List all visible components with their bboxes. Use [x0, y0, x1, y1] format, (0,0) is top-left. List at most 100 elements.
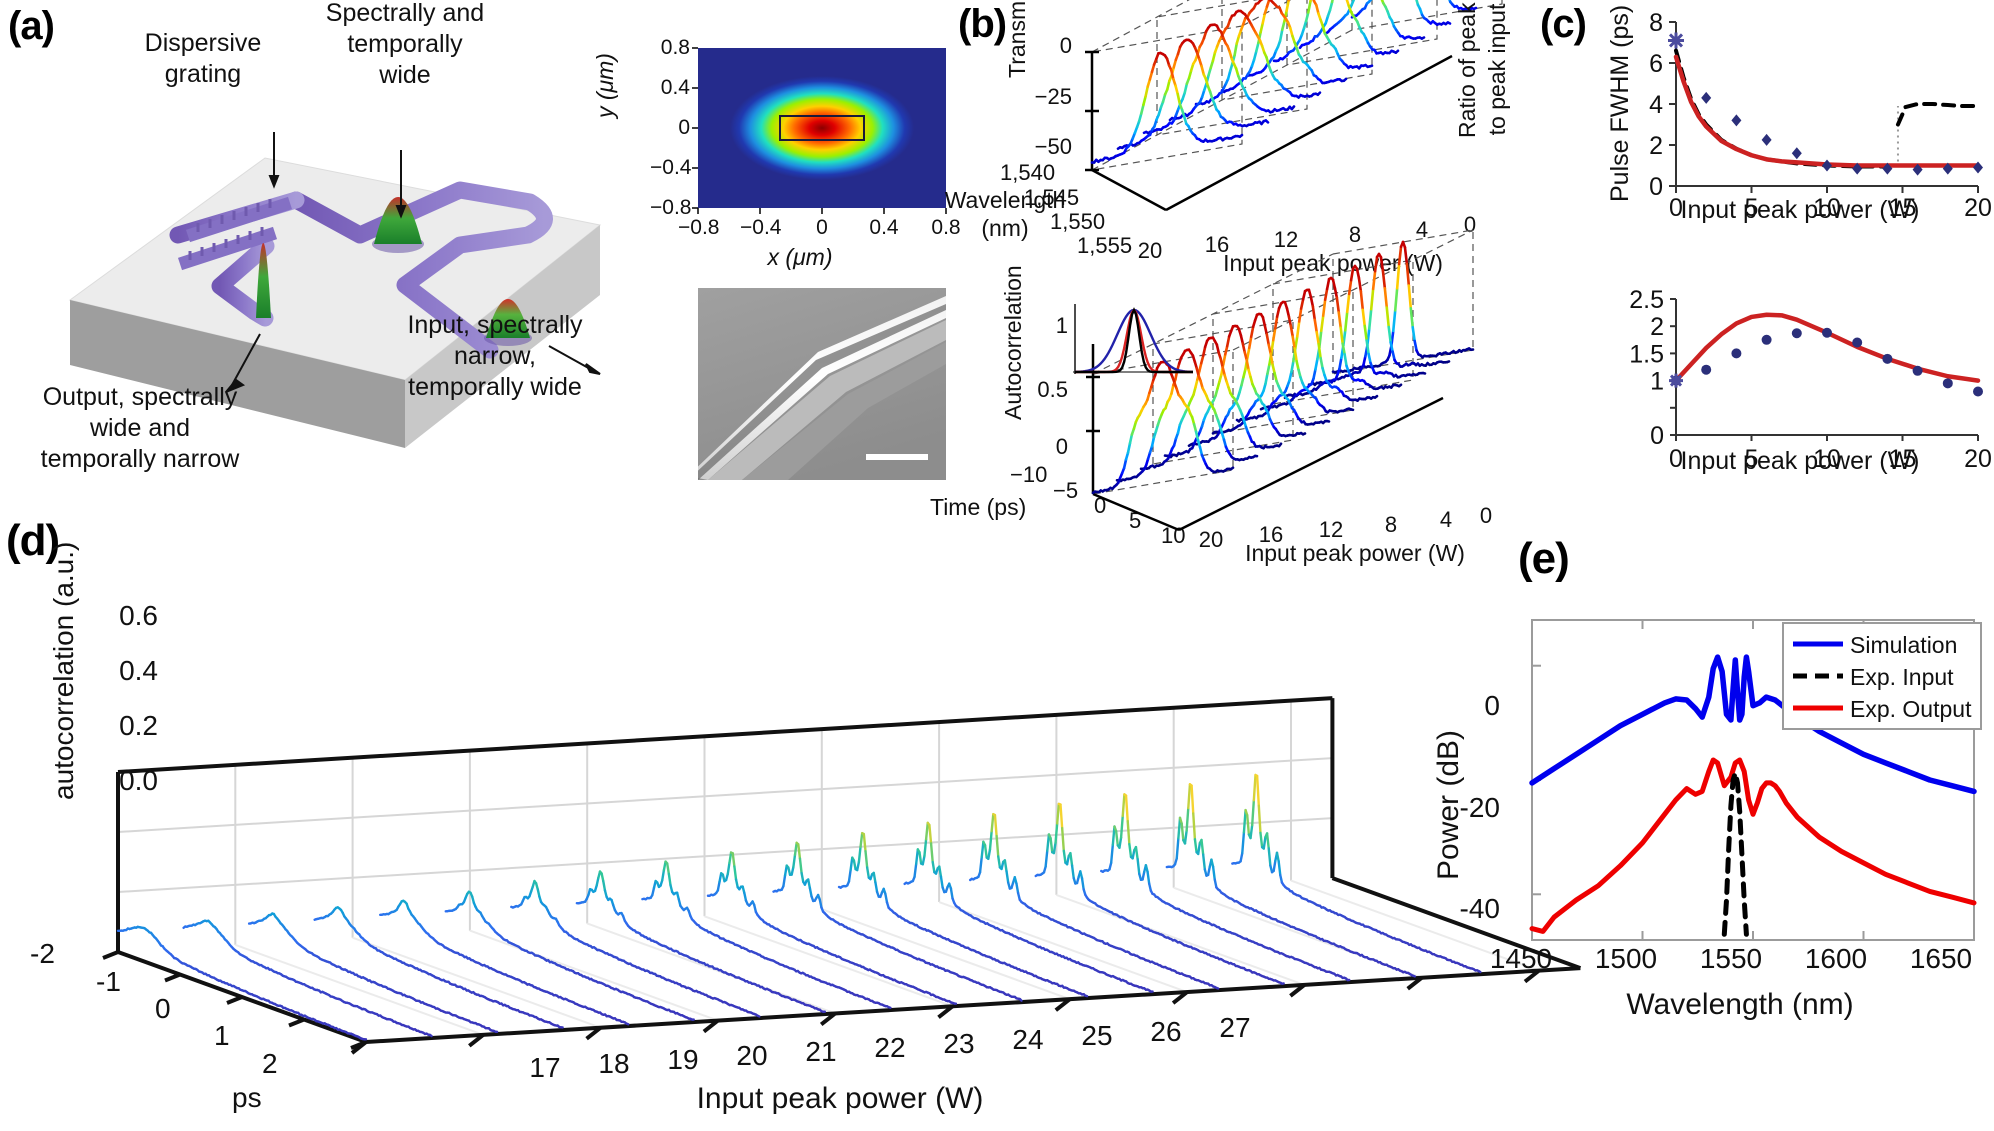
panel-b-bot-ylabel: Time (ps) — [930, 494, 1027, 520]
mode-profile-svg — [692, 47, 947, 214]
panel-d-xtick-10: 27 — [1219, 1012, 1251, 1043]
panel-b-bot-ytick-0: −10 — [1010, 462, 1048, 487]
legend-line-simulation — [1793, 641, 1843, 647]
panel-e-ytick-0: 0 — [1484, 690, 1500, 721]
panel-c-letter: (c) — [1540, 2, 1587, 46]
mode-profile-chart — [660, 40, 960, 270]
panel-d-ytick-3: 1 — [214, 1020, 230, 1051]
pulse-peak-output — [256, 243, 271, 318]
grating-teeth — [188, 199, 272, 260]
panel-b-top-ztick-0: 0 — [1059, 33, 1072, 58]
legend-line-exp-output — [1793, 705, 1843, 711]
panel-b-bot-xtick-2: 12 — [1318, 517, 1344, 542]
mode-ylabel: y (μm) — [592, 53, 618, 118]
svg-text:10: 10 — [1813, 194, 1841, 222]
panel-b-bot-xtick-4: 4 — [1439, 507, 1453, 532]
legend-label-exp-input: Exp. Input — [1850, 664, 1954, 690]
panel-d-xtick-7: 24 — [1012, 1024, 1044, 1055]
mode-xtick-4: 0.8 — [931, 216, 961, 239]
legend-item-simulation: Simulation — [1784, 628, 1980, 660]
panel-d-plot — [60, 580, 1582, 1060]
svg-text:4: 4 — [1649, 91, 1663, 119]
panel-d-xtick-3: 20 — [736, 1040, 768, 1071]
panel-b-bottom-plot — [1065, 229, 1505, 532]
mode-xtick-3: 0.4 — [869, 216, 899, 239]
svg-text:20: 20 — [1964, 445, 1992, 473]
svg-text:2: 2 — [1649, 132, 1663, 160]
panel-c-bot-ylabel-line2: to peak input power — [1484, 0, 1510, 136]
output-label-line2: wide and — [89, 414, 191, 442]
legend-item-exp-input: Exp. Input — [1784, 660, 1980, 692]
panel-b-top-ytick-0: 1,540 — [1000, 160, 1056, 185]
panel-d-letter: (d) — [6, 516, 60, 565]
panel-c-bot-ylabel-wrap: Ratio of peak output to peak input power — [1452, 0, 1512, 200]
svg-text:0: 0 — [1669, 445, 1683, 473]
panel-b-top-ylabel-line1: Wavelength — [944, 187, 1066, 213]
panel-d-ztick-2: 0.2 — [119, 710, 158, 741]
scale-bar — [866, 454, 928, 460]
panel-d-ytick-4: 2 — [262, 1048, 278, 1079]
svg-text:5: 5 — [1745, 445, 1759, 473]
svg-text:2.5: 2.5 — [1629, 286, 1664, 314]
panel-b-bot-xtick-1: 16 — [1258, 522, 1284, 547]
svg-text:10: 10 — [1813, 445, 1841, 473]
panel-e-xtick-3: 1600 — [1804, 943, 1868, 974]
panel-b-top-plot — [1070, 0, 1503, 235]
waveguide-schematic-svg — [68, 132, 602, 448]
panel-d-ztick-3: 0.0 — [119, 765, 158, 796]
panel-e-legend: Simulation Exp. Input Exp. Output — [1782, 622, 1982, 730]
panel-d-xtick-2: 19 — [667, 1044, 699, 1075]
panel-c-top-ylabel: Pulse FWHM (ps) — [1606, 4, 1634, 202]
panel-b-bot-xtick-0: 20 — [1198, 527, 1224, 552]
panel-b-top-ytick-2: 1,550 — [1050, 209, 1106, 234]
panel-d-ytick-1: -1 — [96, 966, 121, 997]
panel-d-xtick-8: 25 — [1081, 1020, 1113, 1051]
panel-b-bot-ztick-0: 1 — [1055, 313, 1068, 338]
panel-d-xtick-9: 26 — [1150, 1016, 1182, 1047]
svg-text:5: 5 — [1745, 194, 1759, 222]
panel-b-letter: (b) — [958, 2, 1007, 46]
panel-e-plot — [1506, 610, 1984, 1030]
panel-c-bottom-plot: 0 5 10 15 20 0 1 1.5 2 2.5 — [1629, 285, 1992, 485]
sem-image-svg — [698, 288, 946, 480]
svg-text:20: 20 — [1964, 194, 1992, 222]
panel-d-xtick-4: 21 — [805, 1036, 837, 1067]
svg-text:15: 15 — [1889, 445, 1917, 473]
panel-a-label: (a) — [8, 4, 55, 48]
wide-label-line1: Spectrally and — [325, 0, 485, 27]
panel-c-top-xlabel: Input peak power (W) — [1680, 196, 1920, 224]
panel-e-ytick-2: -40 — [1459, 893, 1500, 924]
panel-b-bot-ztick-1: 0.5 — [1037, 377, 1068, 402]
svg-text:8: 8 — [1649, 9, 1663, 37]
mode-xtick-2: 0 — [816, 216, 828, 239]
legend-item-exp-output: Exp. Output — [1784, 692, 1980, 724]
panel-a-output-label: Output, spectrally wide and temporally n… — [10, 382, 270, 475]
panel-e-xtick-4: 1650 — [1909, 943, 1973, 974]
wide-label-line2: temporally — [347, 30, 463, 58]
mode-ytick-2: 0 — [678, 116, 690, 139]
panel-b-top-ztick-1: −25 — [1034, 84, 1072, 109]
waveguide-cross-section-outline — [779, 115, 865, 141]
svg-text:1.5: 1.5 — [1629, 340, 1664, 368]
grating-arms — [177, 196, 293, 271]
output-label-line1: Output, spectrally — [42, 383, 238, 411]
panel-a-wide-label: Spectrally and temporally wide — [280, 0, 530, 91]
panel-d-xtick-5: 22 — [874, 1032, 906, 1063]
panel-d-xtick-0: 17 — [529, 1052, 561, 1083]
panel-b-top-svg — [1085, 0, 1503, 212]
mode-xtick-0: −0.8 — [678, 216, 720, 239]
panel-b-bottom-svg — [1073, 229, 1475, 532]
svg-text:2: 2 — [1650, 313, 1664, 341]
panel-b-bot-xtick-5: 0 — [1479, 503, 1493, 528]
panel-b-top-ylabel: Wavelength (nm) — [930, 186, 1080, 242]
panel-c-top-svg: 0 5 10 15 20 0 2 4 6 8 — [1649, 9, 1992, 222]
legend-label-exp-output: Exp. Output — [1850, 696, 1972, 722]
panel-b-top-ytick-1: 1,545 — [1024, 185, 1080, 210]
svg-text:0: 0 — [1649, 173, 1663, 201]
panel-d-xtick-6: 23 — [943, 1028, 975, 1059]
panel-b-bot-xtick-3: 8 — [1384, 512, 1398, 537]
panel-b-top-zlabel: Transmission (dB) — [1004, 0, 1031, 78]
svg-text:1: 1 — [1650, 368, 1664, 396]
panel-e-ytick-1: -20 — [1459, 792, 1500, 823]
svg-text:0: 0 — [1650, 422, 1664, 450]
